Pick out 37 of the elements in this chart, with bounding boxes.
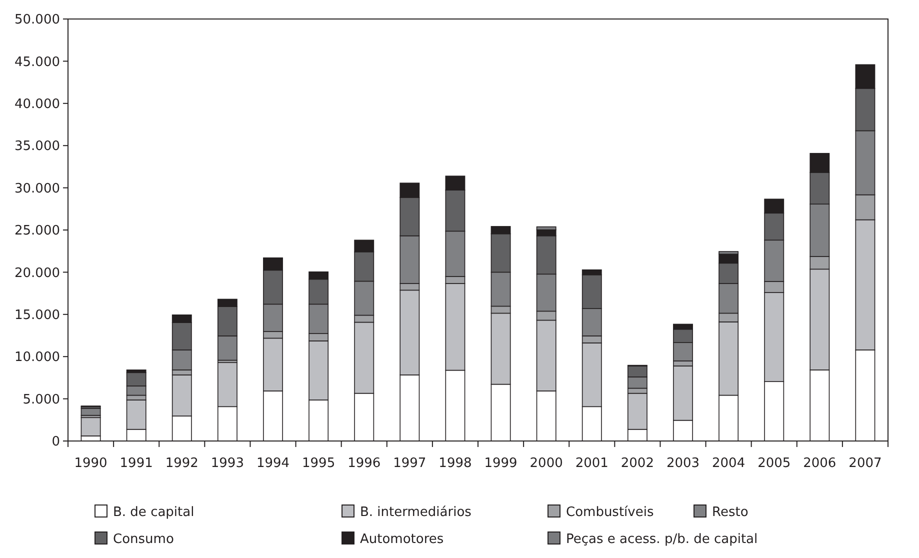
y-tick-label: 25.000	[14, 224, 60, 239]
legend-label: Peças e acess. p/b. de capital	[566, 532, 758, 547]
y-tick-label: 40.000	[14, 96, 60, 112]
y-tick-label: 0	[52, 434, 60, 450]
y-tick-label: 35.000	[14, 139, 60, 154]
x-tick-label: 1997	[393, 456, 426, 471]
y-tick-label: 10.000	[14, 350, 60, 366]
x-tick-label: 1993	[210, 456, 244, 471]
legend-label: B. intermediários	[360, 505, 472, 520]
x-tick-label: 2003	[666, 456, 700, 471]
y-tick-label: 5.000	[22, 392, 60, 408]
bar	[80, 417, 101, 436]
legend-label: Consumo	[113, 532, 174, 547]
legend-label: Combustíveis	[566, 505, 654, 520]
x-tick-label: 2002	[620, 456, 654, 471]
legend-label: Automotores	[360, 532, 444, 547]
x-tick-label: 1998	[438, 456, 472, 471]
legend-label: B. de capital	[113, 505, 194, 520]
x-tick-label: 2007	[848, 456, 882, 471]
x-tick-label: 2004	[712, 456, 746, 471]
x-tick-label: 1995	[302, 456, 336, 471]
x-tick-label: 2006	[803, 456, 836, 471]
y-tick-label: 45.000	[14, 54, 60, 70]
y-tick-label: 50.000	[14, 12, 60, 28]
x-tick-label: 1994	[256, 456, 290, 471]
x-tick-label: 2000	[530, 456, 563, 471]
x-tick-label: 1992	[165, 456, 198, 471]
y-tick-label: 15.000	[14, 308, 60, 323]
x-tick-label: 1999	[484, 456, 518, 471]
x-tick-label: 1990	[74, 456, 108, 471]
x-tick-label: 2005	[758, 456, 791, 471]
legend-label: Resto	[712, 505, 748, 520]
x-tick-label: 1996	[348, 456, 381, 471]
x-tick-label: 1991	[120, 456, 153, 471]
y-tick-label: 20.000	[14, 266, 60, 281]
x-tick-label: 2001	[575, 456, 608, 471]
y-tick-label: 30.000	[14, 181, 60, 196]
